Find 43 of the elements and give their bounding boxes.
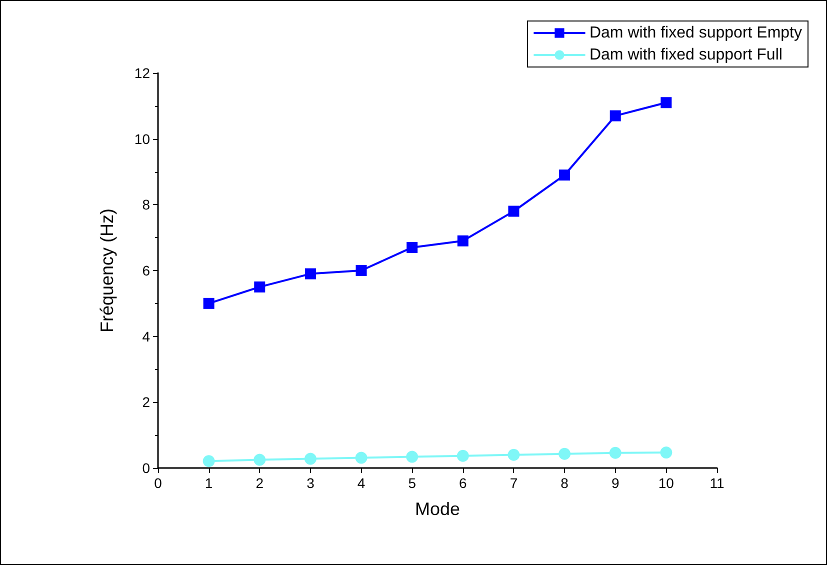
x-tick-label: 3	[306, 475, 315, 491]
x-tick-label: 11	[710, 475, 724, 491]
x-tick-label: 6	[459, 475, 468, 491]
x-axis-title: Mode	[414, 499, 460, 519]
y-tick-label: 0	[142, 460, 150, 476]
point	[355, 452, 368, 464]
point	[508, 448, 520, 461]
point	[304, 268, 316, 280]
point	[457, 235, 468, 246]
y-tick-label: 4	[142, 328, 150, 344]
point	[254, 281, 266, 292]
y-tick-label: 2	[142, 394, 150, 410]
legend-label: Dam with fixed support Full	[589, 46, 782, 64]
y-tick-label: 6	[142, 262, 150, 278]
point	[558, 448, 571, 460]
point	[356, 265, 367, 276]
point	[202, 455, 215, 468]
x-tick-label: 2	[256, 475, 264, 491]
y-axis-title: Fréquency (Hz)	[97, 208, 117, 333]
point	[559, 170, 570, 181]
point	[304, 452, 316, 465]
point	[508, 206, 520, 217]
point	[660, 446, 672, 459]
y-tick-label: 8	[142, 196, 150, 213]
point	[610, 110, 621, 122]
x-tick-label: 1	[204, 475, 213, 491]
x-tick-label: 7	[510, 475, 518, 491]
point	[254, 454, 266, 466]
legend-label: Dam with fixed support Empty	[589, 24, 802, 42]
point	[406, 450, 418, 463]
point	[456, 450, 469, 462]
x-tick-label: 5	[408, 475, 416, 491]
x-tick-label: 9	[611, 475, 620, 491]
x-tick-label: 0	[154, 475, 162, 491]
point	[203, 298, 214, 309]
y-tick-label: 12	[134, 65, 150, 81]
x-tick-label: 10	[658, 475, 674, 491]
point	[406, 242, 418, 253]
point	[660, 97, 672, 108]
x-tick-label: 8	[560, 475, 569, 491]
x-tick-label: 4	[357, 475, 366, 491]
y-tick-label: 10	[134, 130, 150, 147]
point	[609, 446, 622, 459]
